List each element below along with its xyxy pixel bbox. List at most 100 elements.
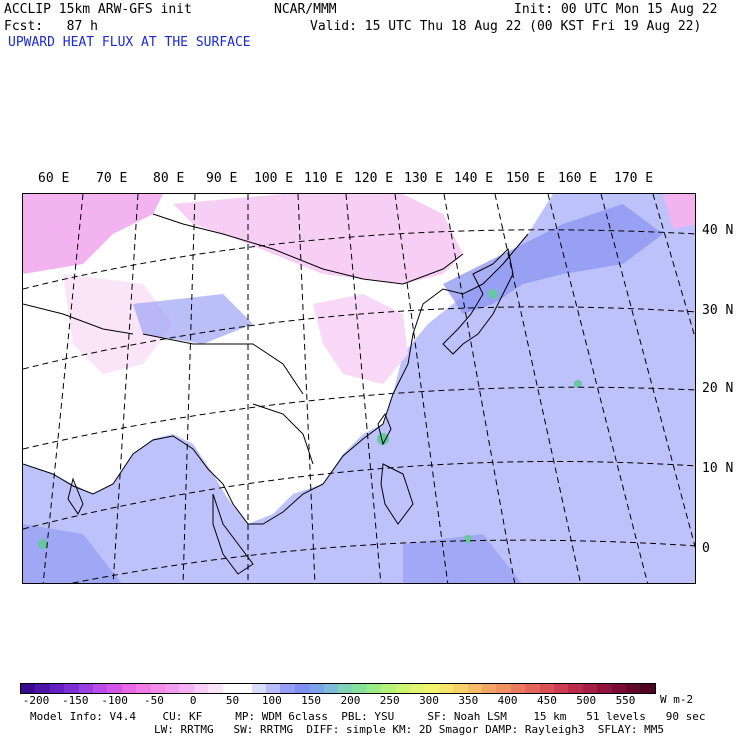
colorbar-tick-label: 50 <box>225 694 240 707</box>
negative-flux-pacific <box>663 194 695 229</box>
init-time: Init: 00 UTC Mon 15 Aug 22 <box>514 2 718 17</box>
center-label: NCAR/MMM <box>274 2 337 17</box>
footer-line-1: Model Info: V4.4 CU: KF MP: WDM 6class P… <box>30 710 706 723</box>
colorbar-swatch <box>294 684 310 693</box>
colorbar-tick-label: -200 <box>22 694 50 707</box>
lat-label-10n: 10 N <box>702 461 734 476</box>
colorbar-swatch <box>626 684 641 693</box>
lon-label-90e: 90 E <box>206 171 238 186</box>
colorbar-swatch <box>597 684 612 693</box>
field-title: UPWARD HEAT FLUX AT THE SURFACE <box>8 35 251 50</box>
lon-label-160e: 160 E <box>558 171 598 186</box>
colorbar-swatch <box>496 684 511 693</box>
colorbar-tick-label: -50 <box>143 694 164 707</box>
negative-flux-india <box>63 274 173 374</box>
colorbar-swatch <box>179 684 194 693</box>
colorbar-swatch <box>193 684 209 693</box>
negative-flux-china <box>313 294 408 384</box>
forecast-hour: Fcst: 87 h <box>4 19 98 34</box>
high-flux-spot-1 <box>377 433 389 445</box>
colorbar-tick-label: 0 <box>189 694 197 707</box>
colorbar-swatch <box>35 684 50 693</box>
colorbar-swatch <box>467 684 482 693</box>
colorbar-swatch <box>165 684 180 693</box>
lon-label-170e: 170 E <box>614 171 654 186</box>
heat-flux-map <box>22 193 696 584</box>
colorbar-swatch <box>582 684 598 693</box>
moderate-flux-tibet <box>133 294 253 344</box>
colorbar-swatch <box>525 684 540 693</box>
colorbar-swatch <box>21 684 36 693</box>
colorbar-swatch <box>93 684 108 693</box>
lon-label-60e: 60 E <box>38 171 70 186</box>
lon-label-80e: 80 E <box>153 171 185 186</box>
high-flux-spot-3 <box>574 380 582 388</box>
colorbar-tick-label: 500 <box>576 694 597 707</box>
colorbar-swatch <box>280 684 295 693</box>
colorbar-tick-label: 100 <box>261 694 282 707</box>
negative-flux-west <box>23 194 163 274</box>
colorbar-swatch <box>136 684 151 693</box>
graticule <box>23 194 695 583</box>
colorbar-swatch <box>640 684 655 693</box>
colorbar-swatch <box>424 684 439 693</box>
colorbar-swatch <box>611 684 627 693</box>
lon-label-140e: 140 E <box>454 171 494 186</box>
colorbar-swatch <box>265 684 281 693</box>
colorbar-tick-label: 550 <box>615 694 636 707</box>
colorbar-unit: W m-2 <box>660 693 694 706</box>
moderate-flux-kuroshio <box>443 204 663 314</box>
colorbar-swatch <box>323 684 338 693</box>
lon-label-150e: 150 E <box>506 171 546 186</box>
colorbar-swatch <box>78 684 94 693</box>
negative-flux-north <box>173 194 463 284</box>
map-canvas <box>23 194 695 583</box>
colorbar-tick-label: 300 <box>419 694 439 707</box>
lat-label-30n: 30 N <box>702 303 734 318</box>
colorbar-swatch <box>150 684 166 693</box>
colorbar-swatch <box>381 684 396 693</box>
high-flux-spot-2 <box>488 289 498 299</box>
colorbar-swatch <box>395 684 410 693</box>
lat-label-0: 0 <box>702 541 710 556</box>
colorbar-tick-label: 350 <box>458 694 479 707</box>
coastlines <box>23 213 529 575</box>
colorbar <box>20 683 656 694</box>
colorbar-swatch <box>309 684 324 693</box>
moderate-flux-indian <box>23 524 122 583</box>
colorbar-swatch <box>337 684 353 693</box>
colorbar-swatch <box>64 684 79 693</box>
moderate-flux-south <box>403 534 522 583</box>
colorbar-swatch <box>482 684 497 693</box>
colorbar-tick-label: 450 <box>536 694 557 707</box>
colorbar-swatch <box>510 684 526 693</box>
colorbar-swatch <box>107 684 122 693</box>
valid-time: Valid: 15 UTC Thu 18 Aug 22 (00 KST Fri … <box>310 19 702 34</box>
high-flux-spot-5 <box>464 535 472 543</box>
lon-label-130e: 130 E <box>404 171 444 186</box>
colorbar-tick-label: 400 <box>497 694 518 707</box>
colorbar-swatch <box>121 684 137 693</box>
colorbar-swatch <box>237 684 252 693</box>
colorbar-swatch <box>453 684 468 693</box>
colorbar-swatch <box>222 684 238 693</box>
colorbar-tick-label: 200 <box>340 694 361 707</box>
colorbar-tick-label: 150 <box>301 694 322 707</box>
colorbar-swatch <box>554 684 569 693</box>
lat-label-20n: 20 N <box>702 381 734 396</box>
lat-label-40n: 40 N <box>702 223 734 238</box>
lon-label-120e: 120 E <box>354 171 394 186</box>
colorbar-swatch <box>539 684 555 693</box>
high-flux-spot-4 <box>38 539 48 549</box>
model-title: ACCLIP 15km ARW-GFS init <box>4 2 192 17</box>
colorbar-tick-label: 250 <box>379 694 400 707</box>
colorbar-swatch <box>352 684 367 693</box>
colorbar-swatch <box>251 684 266 693</box>
lon-label-70e: 70 E <box>96 171 128 186</box>
colorbar-tick-label: -150 <box>62 694 89 707</box>
colorbar-swatch <box>438 684 454 693</box>
colorbar-swatch <box>366 684 382 693</box>
lon-label-110e: 110 E <box>304 171 344 186</box>
lon-label-100e: 100 E <box>254 171 294 186</box>
footer-line-2: LW: RRTMG SW: RRTMG DIFF: simple KM: 2D … <box>154 723 664 736</box>
